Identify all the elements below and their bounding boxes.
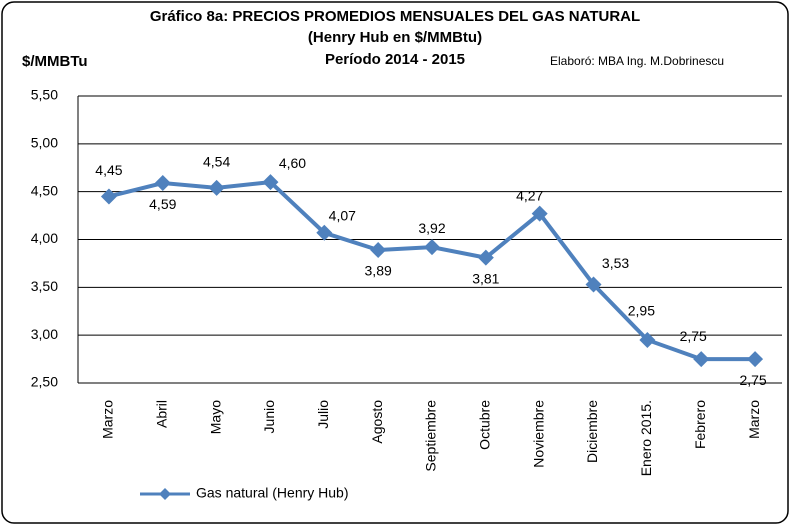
data-point	[585, 276, 602, 293]
legend-label: Gas natural (Henry Hub)	[196, 485, 349, 501]
chart-title: Gráfico 8a: PRECIOS PROMEDIOS MENSUALES …	[150, 8, 640, 25]
data-point	[639, 331, 656, 348]
data-point	[747, 351, 764, 368]
x-tick-label: Junio	[261, 400, 277, 434]
x-tick-label: Septiembre	[423, 400, 439, 472]
data-point	[316, 224, 333, 241]
data-label: 2,95	[628, 303, 655, 319]
x-tick-label: Febrero	[692, 400, 708, 449]
data-point	[370, 242, 387, 259]
y-tick-label: 4,00	[31, 230, 58, 246]
annotation: Elaboró: MBA Ing. M.Dobrinescu	[550, 54, 724, 68]
data-point	[208, 179, 225, 196]
x-tick-label: Noviembre	[530, 400, 546, 468]
data-label: 3,81	[472, 270, 499, 286]
y-tick-label: 2,50	[31, 374, 58, 390]
x-tick-label: Julio	[315, 400, 331, 429]
x-tick-label: Abril	[153, 400, 169, 428]
data-label: 4,54	[203, 154, 230, 170]
data-point	[100, 188, 117, 205]
data-label: 3,53	[602, 255, 629, 271]
x-tick-label: Enero 2015.	[638, 400, 654, 476]
y-tick-label: 3,50	[31, 278, 58, 294]
data-point	[262, 174, 279, 191]
data-label: 4,60	[279, 155, 306, 171]
y-axis-label: $/MMBTu	[22, 53, 88, 70]
y-tick-label: 5,50	[31, 87, 58, 103]
x-tick-label: Mayo	[207, 400, 223, 434]
chart-frame	[1, 1, 789, 524]
x-tick-label: Marzo	[100, 400, 116, 439]
data-label: 3,92	[418, 220, 445, 236]
data-point	[477, 249, 494, 266]
data-label: 4,45	[95, 162, 122, 178]
data-point	[154, 175, 171, 192]
legend-marker	[159, 488, 171, 500]
y-tick-label: 3,00	[31, 326, 58, 342]
y-tick-label: 4,50	[31, 182, 58, 198]
y-tick-label: 5,00	[31, 135, 58, 151]
x-tick-label: Octubre	[477, 400, 493, 450]
data-point	[693, 351, 710, 368]
x-tick-label: Agosto	[369, 400, 385, 444]
x-tick-label: Diciembre	[584, 400, 600, 463]
data-label: 2,75	[739, 372, 766, 388]
data-label: 4,27	[516, 187, 543, 203]
x-tick-label: Marzo	[746, 400, 762, 439]
data-point	[531, 205, 548, 222]
chart-subtitle: (Henry Hub en $/MMBtu)	[308, 29, 482, 46]
chart-period: Período 2014 - 2015	[325, 51, 465, 68]
data-label: 4,59	[149, 196, 176, 212]
data-label: 2,75	[680, 328, 707, 344]
data-point	[424, 239, 440, 256]
data-label: 3,89	[365, 263, 392, 279]
data-label: 4,07	[329, 208, 356, 224]
